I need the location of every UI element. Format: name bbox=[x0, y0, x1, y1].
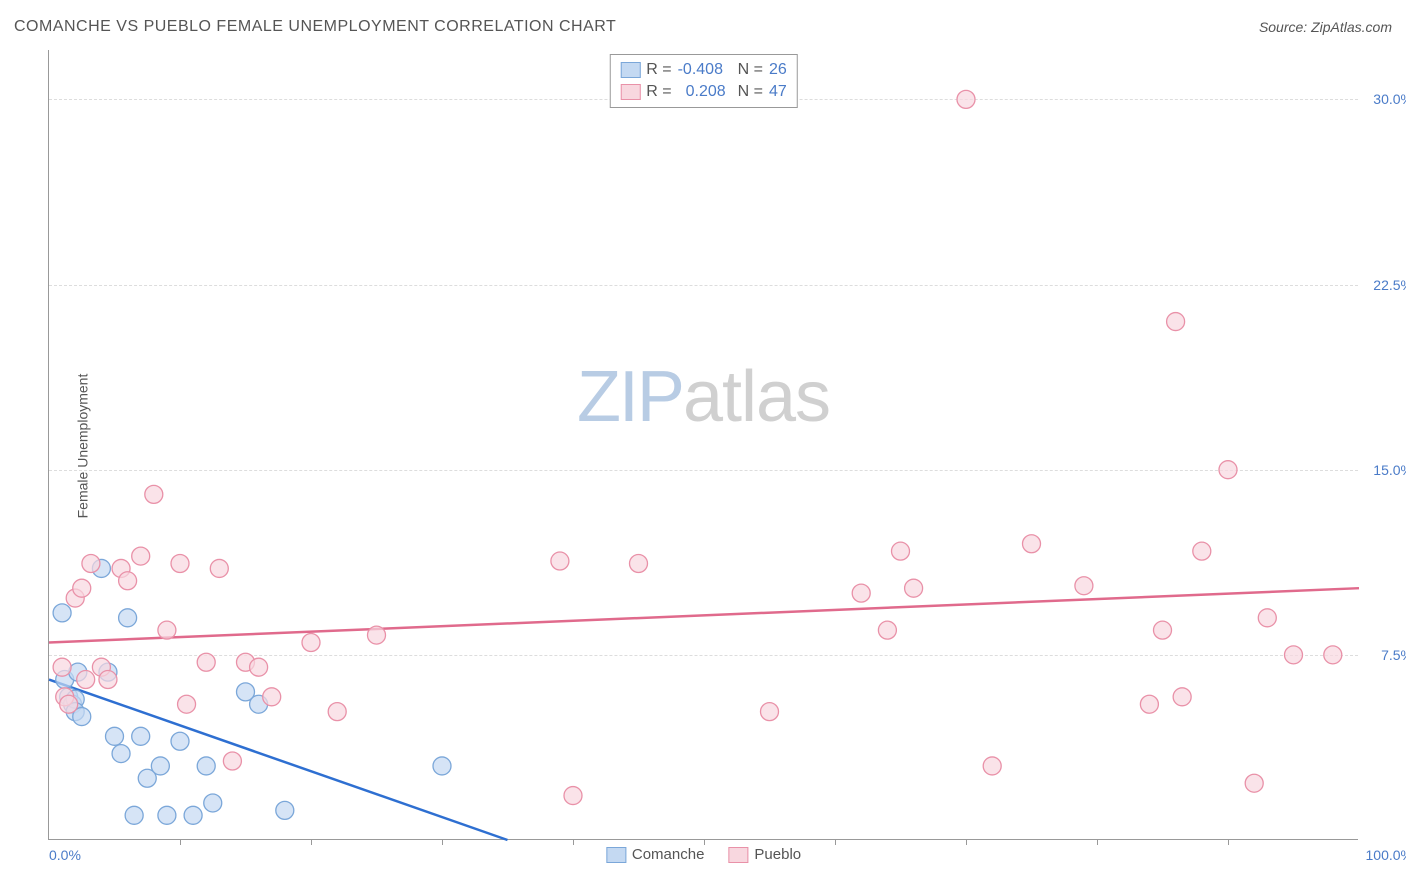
r-label: R = bbox=[646, 83, 671, 101]
y-tick-label: 7.5% bbox=[1381, 647, 1406, 663]
y-tick-label: 15.0% bbox=[1373, 462, 1406, 478]
legend-row-comanche: R = -0.408 N = 26 bbox=[620, 59, 786, 81]
swatch-comanche bbox=[606, 847, 626, 863]
y-tick-label: 30.0% bbox=[1373, 91, 1406, 107]
source-name: ZipAtlas.com bbox=[1311, 19, 1392, 35]
n-label: N = bbox=[738, 83, 763, 101]
source: Source: ZipAtlas.com bbox=[1259, 19, 1392, 35]
x-axis-min: 0.0% bbox=[49, 847, 81, 863]
legend-label-comanche: Comanche bbox=[632, 846, 705, 863]
r-value-comanche: -0.408 bbox=[678, 61, 732, 79]
swatch-comanche bbox=[620, 62, 640, 78]
swatch-pueblo bbox=[728, 847, 748, 863]
chart-area: ZIPatlas 7.5%15.0%22.5%30.0% R = -0.408 … bbox=[48, 50, 1358, 840]
n-value-pueblo: 47 bbox=[769, 83, 787, 101]
n-label: N = bbox=[738, 61, 763, 79]
legend-row-pueblo: R = 0.208 N = 47 bbox=[620, 81, 786, 103]
header: COMANCHE VS PUEBLO FEMALE UNEMPLOYMENT C… bbox=[14, 18, 1392, 36]
swatch-pueblo bbox=[620, 84, 640, 100]
scatter-plot bbox=[49, 50, 1358, 839]
legend-series: Comanche Pueblo bbox=[606, 846, 801, 863]
n-value-comanche: 26 bbox=[769, 61, 787, 79]
r-value-pueblo: 0.208 bbox=[678, 83, 732, 101]
x-axis-max: 100.0% bbox=[1366, 847, 1406, 863]
source-label: Source: bbox=[1259, 19, 1307, 35]
legend-item-comanche: Comanche bbox=[606, 846, 705, 863]
y-tick-label: 22.5% bbox=[1373, 277, 1406, 293]
legend-item-pueblo: Pueblo bbox=[728, 846, 801, 863]
legend-correlation: R = -0.408 N = 26 R = 0.208 N = 47 bbox=[609, 54, 797, 108]
legend-label-pueblo: Pueblo bbox=[754, 846, 801, 863]
chart-title: COMANCHE VS PUEBLO FEMALE UNEMPLOYMENT C… bbox=[14, 18, 616, 36]
r-label: R = bbox=[646, 61, 671, 79]
